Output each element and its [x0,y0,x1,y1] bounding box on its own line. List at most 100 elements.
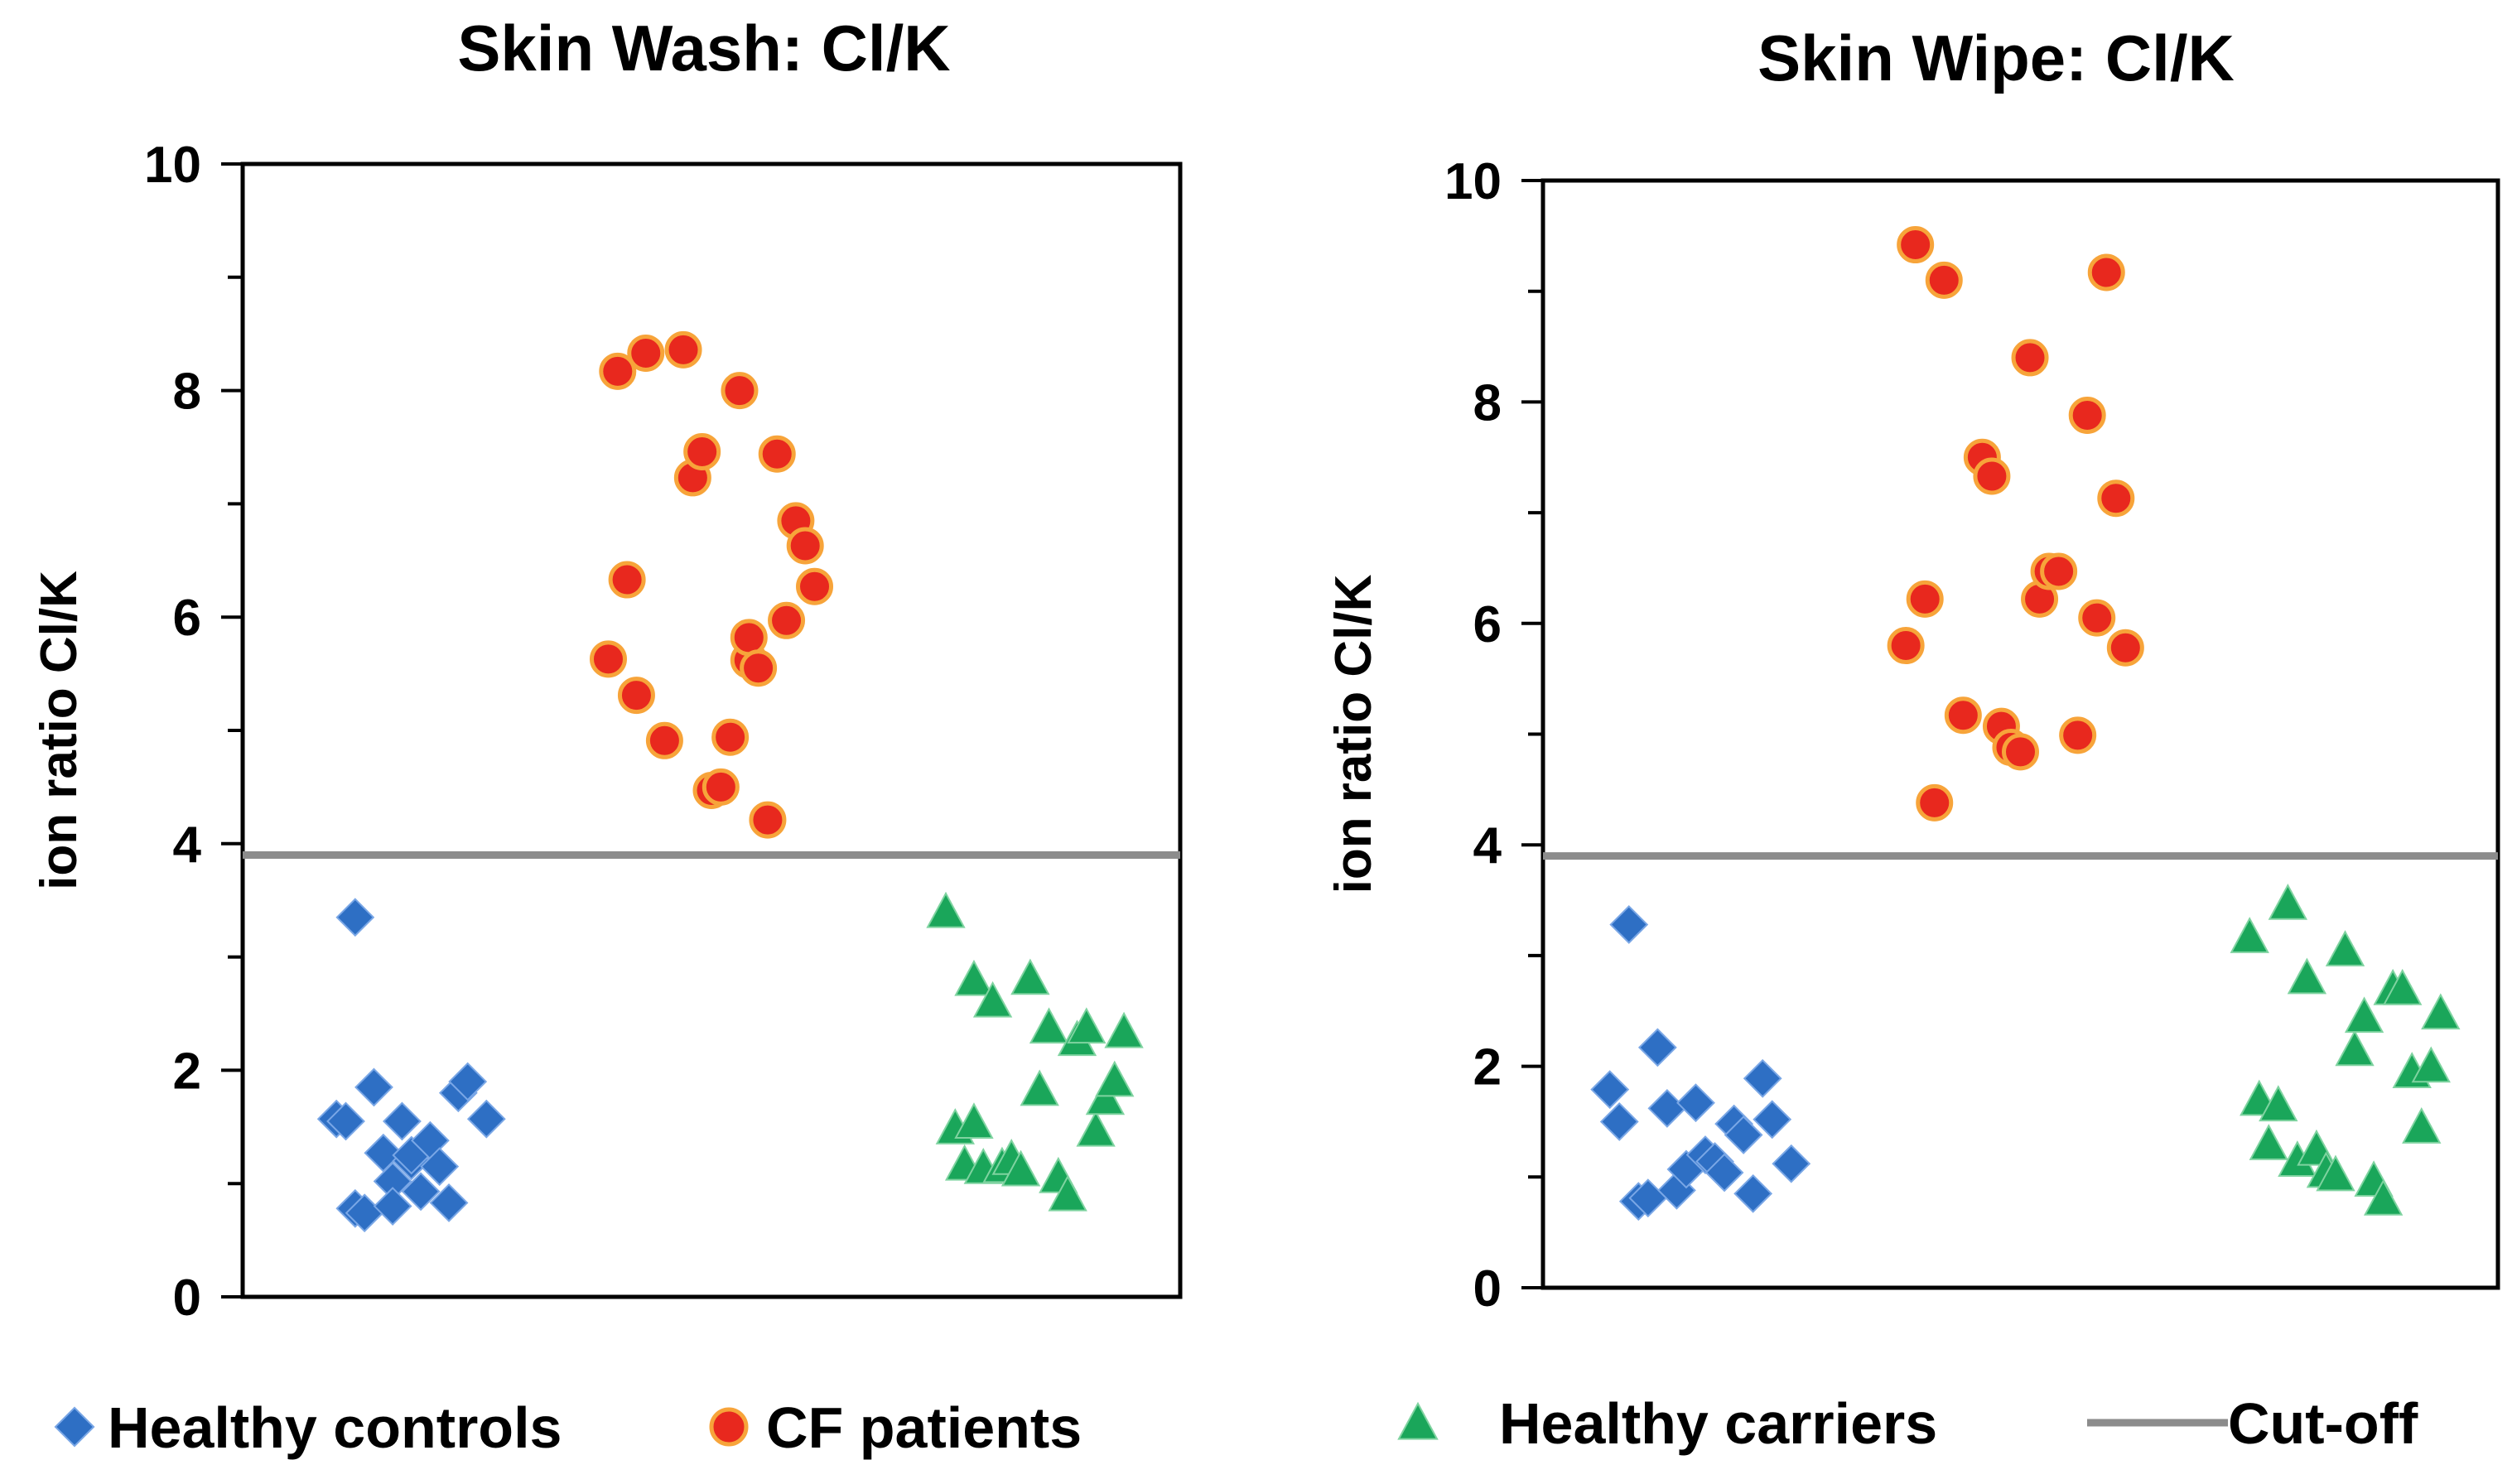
data-point-cf-patients [1916,783,1954,822]
data-point-healthy-controls [1772,1144,1811,1183]
data-point-cf-patients [2068,396,2106,434]
data-point-healthy-carriers [2259,1085,2298,1122]
legend-label: Healthy controls [108,1395,562,1460]
data-point-cf-patients [645,721,683,759]
legend: Healthy controls CF patients Healthy carri… [54,1391,2418,1460]
plot-area [240,161,1183,1299]
data-point-healthy-carriers [926,891,966,928]
series-healthy-carriers [2230,883,2461,1216]
y-tick-label: 6 [173,590,201,647]
data-point-cf-patients [702,768,740,806]
legend-swatch [54,1406,95,1448]
data-point-healthy-controls [326,1101,365,1141]
legend-item-cf-patients: CF patients [709,1395,1082,1460]
y-axis-label: ion ratio Cl/K [1325,574,1382,894]
series-healthy-controls [316,898,506,1233]
data-point-healthy-controls [401,1172,441,1212]
data-point-cf-patients [683,432,721,470]
legend-swatch [1397,1401,1439,1440]
data-point-cf-patients [786,527,824,565]
y-tick-label: 10 [144,137,201,194]
data-point-healthy-carriers [954,1102,994,1140]
data-point-healthy-controls [1676,1083,1715,1123]
data-point-cf-patients [711,718,750,756]
data-point-cf-patients [2040,552,2078,590]
data-point-healthy-controls [373,1187,412,1226]
data-point-healthy-controls [1647,1088,1687,1128]
data-point-healthy-carriers [972,980,1013,1018]
legend-label: CF patients [766,1395,1082,1460]
data-point-healthy-controls [1733,1173,1773,1213]
data-point-cf-patients [599,352,637,390]
data-point-healthy-controls [1753,1100,1792,1140]
data-point-healthy-controls [1609,905,1649,944]
data-point-cf-patients [617,677,655,715]
y-tick-label: 0 [1473,1260,1502,1318]
data-point-healthy-carriers [1000,1149,1041,1187]
data-point-healthy-carriers [2421,993,2461,1030]
data-point-cf-patients [608,561,646,599]
series-healthy-carriers [926,891,1144,1212]
data-point-healthy-carriers [2402,1107,2442,1144]
data-point-healthy-carriers [2316,1154,2355,1192]
legend-label: Healthy carriers [1499,1391,1937,1456]
data-point-cf-patients [627,334,665,372]
y-tick-label: 2 [173,1043,201,1100]
data-point-healthy-carriers [1048,1174,1087,1212]
data-point-healthy-carriers [2383,968,2423,1005]
data-point-cf-patients [2011,339,2049,377]
legend-item-healthy-carriers: Healthy carriers [1397,1391,1937,1456]
y-tick-label: 10 [1444,153,1502,210]
data-point-cf-patients [721,372,759,410]
y-tick-label: 8 [1473,374,1502,431]
data-point-healthy-carriers [1029,1007,1069,1044]
y-tick-label: 0 [173,1270,201,1327]
chart-title: Skin Wash: Cl/K [457,12,950,84]
panel-skin-wipe: Skin Wipe: Cl/K ion ratio Cl/K 0 2 4 6 8 10 [1325,22,2500,1318]
data-point-cf-patients [2002,733,2039,771]
data-point-cf-patients [2087,253,2125,292]
chart-title: Skin Wipe: Cl/K [1757,22,2235,94]
data-point-healthy-carriers [1095,1060,1135,1097]
data-point-healthy-carriers [2287,957,2327,995]
data-point-healthy-carriers [2230,917,2269,953]
data-point-cf-patients [796,567,834,605]
data-point-cf-patients [2078,599,2116,637]
data-point-healthy-carriers [1010,958,1050,995]
y-tick-label: 4 [1473,817,1502,874]
data-point-healthy-carriers [1085,1078,1126,1115]
data-point-cf-patients [730,619,768,657]
panel-skin-wash: Skin Wash: Cl/K ion ratio Cl/K 0 2 4 6 8 10 [31,12,1183,1327]
data-point-cf-patients [2106,629,2144,667]
data-point-healthy-carriers [2249,1124,2288,1160]
data-point-healthy-controls [354,1067,393,1107]
data-point-healthy-controls [420,1147,460,1187]
data-point-healthy-controls [1590,1070,1630,1110]
y-axis-label: ion ratio Cl/K [31,571,88,890]
data-point-healthy-carriers [954,959,994,996]
data-point-healthy-carriers [2344,996,2384,1034]
legend-swatch [709,1407,749,1447]
data-point-cf-patients [1973,457,2011,495]
legend-item-cut-off: Cut-off [2087,1391,2418,1456]
series-healthy-controls [1590,905,1811,1221]
data-point-healthy-controls [1704,1153,1744,1192]
data-point-healthy-carriers [1104,1011,1144,1048]
data-point-cf-patients [1887,627,1925,665]
legend-item-healthy-controls: Healthy controls [54,1395,562,1460]
y-tick-label: 2 [1473,1039,1502,1096]
data-point-cf-patients [1925,261,1963,299]
data-point-healthy-controls [335,898,375,937]
data-point-cf-patients [1906,580,1944,618]
data-point-cf-patients [2097,479,2135,518]
data-point-healthy-controls [448,1062,488,1101]
legend-label: Cut-off [2228,1391,2418,1456]
data-point-healthy-carriers [2325,930,2365,966]
data-point-cf-patients [749,801,787,839]
data-point-cf-patients [758,435,796,473]
data-point-cf-patients [768,601,806,639]
data-point-healthy-controls [364,1133,403,1173]
data-point-healthy-carriers [2335,1029,2375,1067]
data-point-healthy-carriers [2268,883,2308,920]
